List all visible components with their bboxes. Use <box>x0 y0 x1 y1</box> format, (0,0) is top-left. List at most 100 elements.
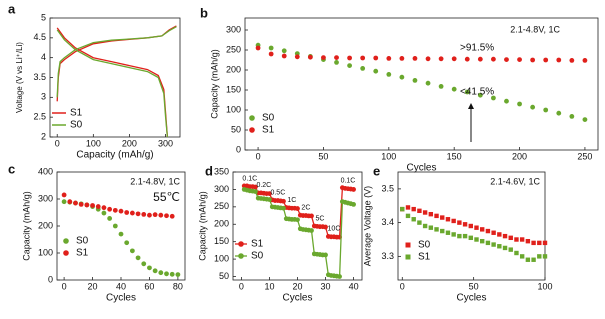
y-axis-label: Capacity (mAh/g) <box>197 191 207 261</box>
data-point <box>321 55 326 60</box>
x-tick-label: 0 <box>55 138 60 148</box>
data-point <box>480 238 485 244</box>
data-point <box>101 210 107 216</box>
data-point <box>253 184 258 190</box>
y-tick-label: 0 <box>236 144 241 154</box>
data-point <box>440 215 445 220</box>
data-point <box>457 220 462 225</box>
data-point <box>519 254 525 259</box>
data-point <box>73 200 78 206</box>
data-point <box>517 101 522 107</box>
data-point <box>497 244 502 249</box>
data-point <box>445 230 451 235</box>
data-point <box>428 225 434 230</box>
data-point <box>462 222 468 227</box>
data-point <box>347 55 352 61</box>
data-point <box>477 56 483 62</box>
y-tick-label: 3 <box>41 92 46 102</box>
data-point <box>582 117 588 122</box>
data-point <box>158 212 164 218</box>
x-tick-label: 0 <box>256 151 261 161</box>
data-point <box>112 223 118 229</box>
legend-label: S0 <box>262 113 275 124</box>
x-tick-label: 60 <box>144 281 154 291</box>
legend-label: S0 <box>418 240 431 251</box>
data-point <box>502 233 508 239</box>
data-point <box>412 56 418 61</box>
data-point <box>422 210 428 215</box>
data-point <box>411 206 416 212</box>
annotation: 55℃ <box>153 190 180 204</box>
data-point <box>112 207 118 213</box>
data-point <box>129 210 135 216</box>
data-point <box>464 56 470 62</box>
data-point <box>152 268 158 274</box>
x-tick-label: 40 <box>116 281 126 291</box>
data-point <box>295 217 300 223</box>
x-axis-label: Cycles <box>456 293 486 304</box>
data-point <box>118 231 124 237</box>
x-tick-label: 100 <box>86 138 101 148</box>
data-point <box>480 227 485 232</box>
data-point <box>491 242 496 247</box>
data-point <box>347 63 352 68</box>
data-point <box>67 199 73 205</box>
data-point <box>497 232 502 237</box>
data-point <box>434 213 439 219</box>
x-tick-label: 10 <box>264 281 274 291</box>
data-point <box>135 211 141 217</box>
data-point <box>417 208 422 214</box>
x-axis-label: Cycles <box>282 293 312 304</box>
data-point <box>517 57 522 62</box>
data-point <box>152 212 158 218</box>
data-point <box>268 51 274 57</box>
data-point <box>253 189 258 194</box>
data-point <box>268 45 274 51</box>
rate-label: 0.1C <box>341 178 356 185</box>
x-tick-label: 200 <box>122 138 137 148</box>
rate-label: 0.5C <box>270 189 285 196</box>
data-point <box>295 206 300 211</box>
data-point <box>582 58 588 63</box>
data-point <box>78 202 84 207</box>
data-point <box>169 271 175 277</box>
rate-label: 5C <box>315 216 324 223</box>
x-tick-label: 80 <box>173 281 183 291</box>
x-tick-label: 0 <box>239 281 244 291</box>
data-point <box>135 255 141 261</box>
data-point <box>169 213 175 219</box>
data-point <box>267 191 272 197</box>
data-point <box>530 104 536 110</box>
data-point <box>294 54 300 60</box>
y-axis-label: Capacity (mAh/g) <box>21 191 31 261</box>
y-tick-label: 150 <box>226 84 241 94</box>
series-line <box>56 26 177 138</box>
data-point <box>569 114 575 119</box>
data-point <box>107 216 113 221</box>
rate-label: 2C <box>301 204 310 211</box>
data-point <box>411 217 416 222</box>
y-tick-label: 300 <box>38 193 53 203</box>
panel-label: c <box>8 161 15 176</box>
legend-label: S1 <box>70 108 83 119</box>
data-point <box>556 57 562 63</box>
data-point <box>400 206 405 212</box>
data-point <box>309 213 314 219</box>
x-tick-label: 50 <box>318 151 328 161</box>
data-point <box>462 233 468 239</box>
data-point <box>399 56 405 61</box>
data-point <box>474 225 479 230</box>
legend-marker <box>249 115 255 121</box>
data-point <box>255 45 261 51</box>
legend-marker <box>405 254 411 260</box>
x-tick-label: 0 <box>400 281 405 291</box>
y-tick-label: 150 <box>214 236 229 246</box>
data-point <box>386 72 392 77</box>
data-point <box>373 68 379 74</box>
data-point <box>281 198 286 204</box>
rate-label: 0.2C <box>256 182 271 189</box>
y-tick-label: 100 <box>214 253 229 263</box>
y-tick-label: 4 <box>41 52 46 62</box>
rate-label: 0.1C <box>242 175 257 182</box>
x-tick-label: 20 <box>292 281 302 291</box>
